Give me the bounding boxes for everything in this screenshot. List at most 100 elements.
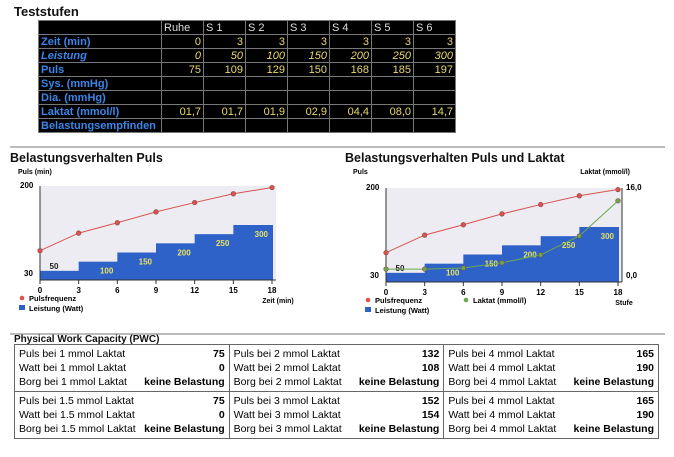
pwc-line: Puls bei 1.5 mmol Laktat 75	[19, 394, 225, 408]
data-point	[422, 266, 428, 272]
data-point	[499, 260, 505, 266]
table-row: Dia. (mmHg)	[38, 90, 456, 105]
pwc-value: 190	[636, 409, 655, 421]
pwc-table: Puls bei 1 mmol Laktat 75 Watt bei 1 mmol …	[14, 344, 659, 439]
data-point	[499, 211, 505, 217]
legend-label: Leistung (Watt)	[29, 304, 84, 313]
pwc-value: 132	[421, 348, 440, 360]
divider	[10, 333, 665, 335]
legend-marker	[19, 295, 25, 301]
pwc-line: Puls bei 1 mmol Laktat 75	[19, 347, 225, 361]
pwc-line: Borg bei 1.5 mmol Laktat keine Belastung	[19, 422, 225, 436]
x-tick-label: 6	[115, 286, 120, 295]
x-axis-label: Stufe	[615, 300, 633, 307]
pwc-value: keine Belastung	[358, 376, 440, 388]
data-point	[192, 199, 198, 206]
pwc-line: Puls bei 4 mmol Laktat 165	[448, 347, 654, 361]
data-point	[37, 248, 43, 254]
data-point	[460, 265, 466, 271]
pwc-value: 108	[421, 362, 440, 374]
pwc-label: Watt bei 4 mmol Laktat	[448, 409, 556, 421]
x-tick-label: 3	[422, 288, 427, 297]
pwc-cell: Puls bei 4 mmol Laktat 165 Watt bei 4 mmol…	[444, 345, 658, 391]
pwc-line: Watt bei 4 mmol Laktat 190	[448, 361, 654, 375]
pwc-line: Watt bei 4 mmol Laktat 190	[448, 408, 654, 422]
bar-label: 200	[177, 248, 191, 257]
x-tick-label: 0	[38, 286, 43, 295]
pwc-line: Borg bei 3 mmol Laktat keine Belastung	[234, 422, 440, 436]
pwc-label: Borg bei 2 mmol Laktat	[233, 376, 342, 388]
chart-title: Belastungsverhalten Puls und Laktat	[345, 151, 565, 165]
pwc-line: Borg bei 4 mmol Laktat keine Belastung	[448, 422, 654, 436]
legend-marker	[19, 305, 25, 310]
row-label: Laktat (mmol/l)	[38, 104, 162, 119]
pwc-line: Puls bei 2 mmol Laktat 132	[234, 347, 440, 361]
y-tick-label: 30	[370, 271, 379, 280]
x-tick-label: 6	[461, 288, 466, 297]
table-cell: 02,9	[287, 104, 330, 119]
x-tick-label: 15	[575, 288, 584, 297]
pwc-label: Borg bei 1.5 mmol Laktat	[19, 423, 136, 435]
row-label: Puls	[38, 62, 162, 77]
table-cell: 14,7	[413, 104, 456, 119]
pwc-label: Puls bei 2 mmol Laktat	[233, 348, 340, 360]
pwc-cell: Puls bei 2 mmol Laktat 132 Watt bei 2 mmol…	[230, 345, 445, 391]
bar-leistung	[117, 252, 157, 280]
pwc-label: Puls bei 4 mmol Laktat	[448, 395, 555, 407]
row-label: Belastungsempfinden	[38, 118, 162, 133]
bar-leistung	[156, 243, 196, 280]
pwc-label: Watt bei 4 mmol Laktat	[448, 362, 556, 374]
pwc-label: Borg bei 4 mmol Laktat	[448, 423, 557, 435]
pwc-cell: Puls bei 1 mmol Laktat 75 Watt bei 1 mmol …	[15, 345, 230, 391]
pwc-label: Puls bei 3 mmol Laktat	[233, 395, 340, 407]
pwc-label: Puls bei 4 mmol Laktat	[448, 348, 555, 360]
table-cell: 01,7	[203, 104, 246, 119]
pwc-line: Puls bei 4 mmol Laktat 165	[448, 394, 654, 408]
legend-label: Leistung (Watt)	[375, 306, 430, 315]
bar-label: 200	[523, 250, 537, 259]
pwc-line: Puls bei 3 mmol Laktat 152	[234, 394, 440, 408]
bar-leistung	[386, 272, 426, 282]
data-point	[615, 186, 621, 193]
legend-label: Laktat (mmol/l)	[473, 296, 527, 305]
data-point	[615, 198, 621, 204]
bar-label: 50	[50, 262, 59, 271]
column-header: S 5	[371, 20, 414, 35]
table-row: Leistung 0 50 100 150 200 250 300	[38, 48, 456, 63]
pwc-label: Watt bei 1.5 mmol Laktat	[19, 409, 135, 421]
pwc-value: 0	[218, 362, 225, 374]
pwc-row: Puls bei 1 mmol Laktat 75 Watt bei 1 mmol …	[15, 345, 658, 392]
x-tick-label: 12	[536, 288, 545, 297]
pwc-value: keine Belastung	[573, 376, 655, 388]
legend-label: Pulsfrequenz	[29, 294, 76, 303]
data-point	[422, 232, 428, 238]
y-tick-label: 200	[20, 181, 34, 190]
data-point	[538, 252, 544, 258]
x-tick-label: 9	[154, 286, 159, 295]
teststufen-title: Teststufen	[14, 4, 79, 19]
pwc-value: 190	[636, 362, 655, 374]
bar-leistung	[540, 236, 581, 282]
y2-tick-label: 0,0	[626, 271, 638, 280]
x-tick-label: 15	[229, 286, 238, 295]
pwc-value: keine Belastung	[573, 423, 655, 435]
divider	[10, 146, 665, 148]
data-point	[576, 233, 582, 239]
bar-leistung	[502, 245, 542, 282]
pwc-value: 75	[212, 348, 225, 360]
pwc-cell: Puls bei 1.5 mmol Laktat 75 Watt bei 1.5 m…	[15, 392, 230, 438]
x-tick-label: 18	[268, 286, 277, 295]
bar-label: 150	[139, 258, 153, 267]
bar-leistung	[579, 227, 619, 282]
pwc-label: Borg bei 1 mmol Laktat	[19, 376, 127, 388]
bar-label: 300	[255, 230, 269, 239]
pwc-value: 75	[212, 395, 225, 407]
pwc-label: Watt bei 3 mmol Laktat	[233, 409, 341, 421]
bar-leistung	[233, 225, 273, 280]
data-point	[230, 191, 236, 197]
pwc-label: Watt bei 1 mmol Laktat	[19, 362, 126, 374]
pwc-cell: Puls bei 4 mmol Laktat 165 Watt bei 4 mmol…	[444, 392, 658, 438]
bar-label: 100	[446, 269, 460, 278]
data-point	[383, 266, 389, 272]
